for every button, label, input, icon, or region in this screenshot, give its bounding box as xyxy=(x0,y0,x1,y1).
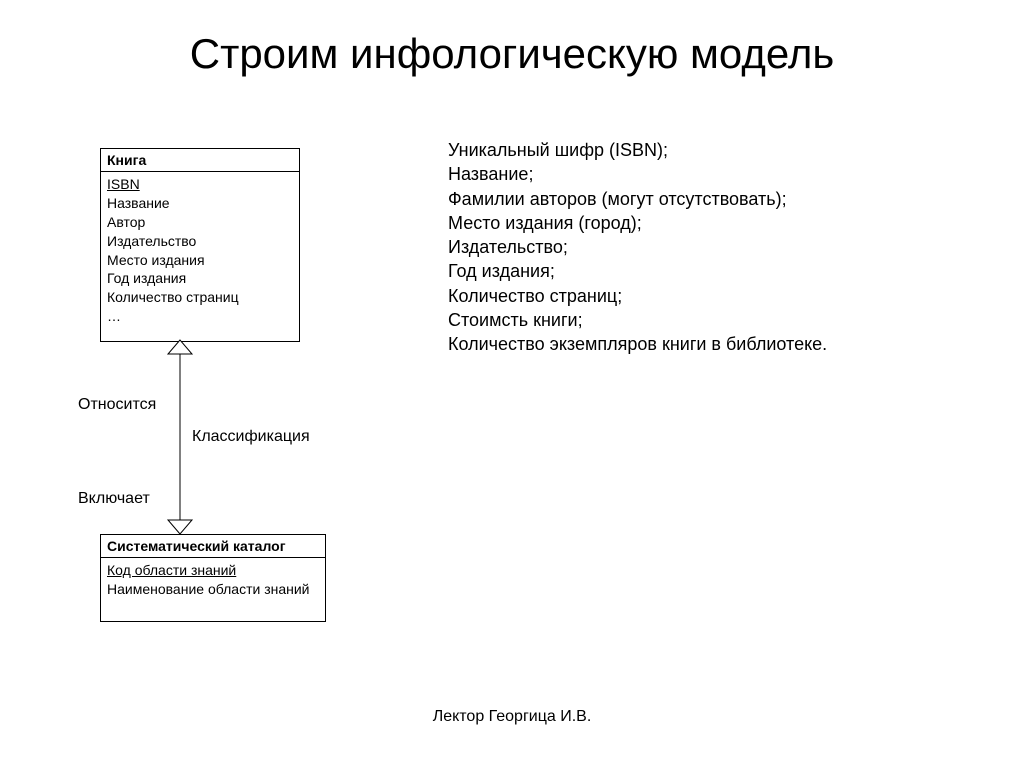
entity-catalog-header: Систематический каталог xyxy=(101,535,325,558)
side-description-line: Год издания; xyxy=(448,259,827,283)
entity-catalog: Систематический каталог Код области знан… xyxy=(100,534,326,622)
side-description-line: Стоимсть книги; xyxy=(448,308,827,332)
entity-attribute: Издательство xyxy=(107,232,293,251)
entity-book-header: Книга xyxy=(101,149,299,172)
side-description-line: Количество экземпляров книги в библиотек… xyxy=(448,332,827,356)
relationship-top-label: Относится xyxy=(78,396,156,414)
entity-attribute: Наименование области знаний xyxy=(107,580,319,599)
footer-lecturer: Лектор Георгица И.В. xyxy=(0,708,1024,726)
relationship-line xyxy=(166,340,194,534)
entity-catalog-body: Код области знанийНаименование области з… xyxy=(101,558,325,605)
entity-attribute: … xyxy=(107,307,293,326)
page-title: Строим инфологическую модель xyxy=(0,30,1024,78)
side-description-line: Количество страниц; xyxy=(448,284,827,308)
side-description-line: Название; xyxy=(448,162,827,186)
entity-attribute: Количество страниц xyxy=(107,288,293,307)
side-description: Уникальный шифр (ISBN);Название;Фамилии … xyxy=(448,138,827,357)
entity-book: Книга ISBNНазваниеАвторИздательствоМесто… xyxy=(100,148,300,342)
entity-attribute: Год издания xyxy=(107,269,293,288)
side-description-line: Место издания (город); xyxy=(448,211,827,235)
relationship-bottom-label: Включает xyxy=(78,490,150,508)
slide: Строим инфологическую модель Книга ISBNН… xyxy=(0,0,1024,768)
relationship-name-label: Классификация xyxy=(192,428,310,446)
side-description-line: Издательство; xyxy=(448,235,827,259)
entity-attribute: Автор xyxy=(107,213,293,232)
entity-attribute: Код области знаний xyxy=(107,561,319,580)
side-description-line: Фамилии авторов (могут отсутствовать); xyxy=(448,187,827,211)
entity-attribute: Место издания xyxy=(107,251,293,270)
entity-book-body: ISBNНазваниеАвторИздательствоМесто издан… xyxy=(101,172,299,332)
entity-attribute: Название xyxy=(107,194,293,213)
side-description-line: Уникальный шифр (ISBN); xyxy=(448,138,827,162)
entity-attribute: ISBN xyxy=(107,175,293,194)
